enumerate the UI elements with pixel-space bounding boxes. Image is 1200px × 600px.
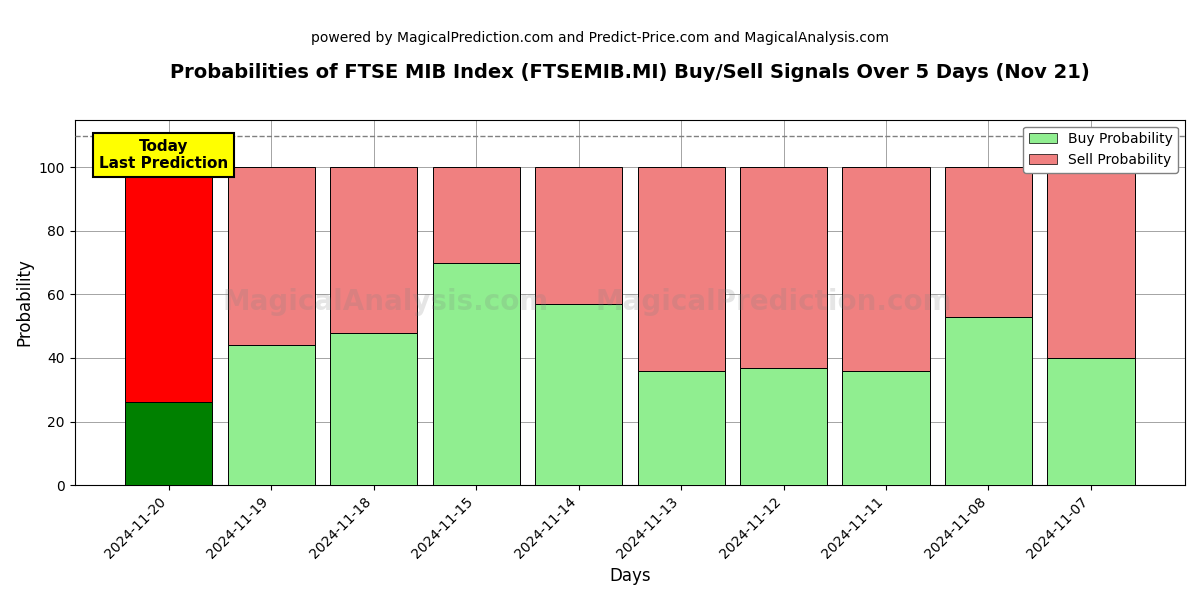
Text: MagicalPrediction.com: MagicalPrediction.com — [596, 289, 953, 316]
Bar — [944, 167, 1032, 317]
Text: powered by MagicalPrediction.com and Predict-Price.com and MagicalAnalysis.com: powered by MagicalPrediction.com and Pre… — [311, 31, 889, 45]
Text: Today
Last Prediction: Today Last Prediction — [98, 139, 228, 171]
Bar — [842, 167, 930, 371]
Bar — [125, 403, 212, 485]
Y-axis label: Probability: Probability — [16, 259, 34, 346]
Bar — [637, 167, 725, 371]
Bar — [842, 371, 930, 485]
Bar — [228, 345, 314, 485]
Bar — [1048, 358, 1134, 485]
Title: Probabilities of FTSE MIB Index (FTSEMIB.MI) Buy/Sell Signals Over 5 Days (Nov 2: Probabilities of FTSE MIB Index (FTSEMIB… — [170, 63, 1090, 82]
Bar — [432, 167, 520, 263]
Bar — [637, 371, 725, 485]
Bar — [944, 317, 1032, 485]
Bar — [228, 167, 314, 345]
Bar — [535, 167, 622, 304]
Bar — [1048, 167, 1134, 358]
Bar — [330, 167, 418, 332]
Bar — [125, 167, 212, 403]
Bar — [740, 368, 827, 485]
Bar — [740, 167, 827, 368]
Bar — [330, 332, 418, 485]
Bar — [535, 304, 622, 485]
Text: MagicalAnalysis.com: MagicalAnalysis.com — [222, 289, 548, 316]
Legend: Buy Probability, Sell Probability: Buy Probability, Sell Probability — [1024, 127, 1178, 173]
X-axis label: Days: Days — [610, 567, 650, 585]
Bar — [432, 263, 520, 485]
